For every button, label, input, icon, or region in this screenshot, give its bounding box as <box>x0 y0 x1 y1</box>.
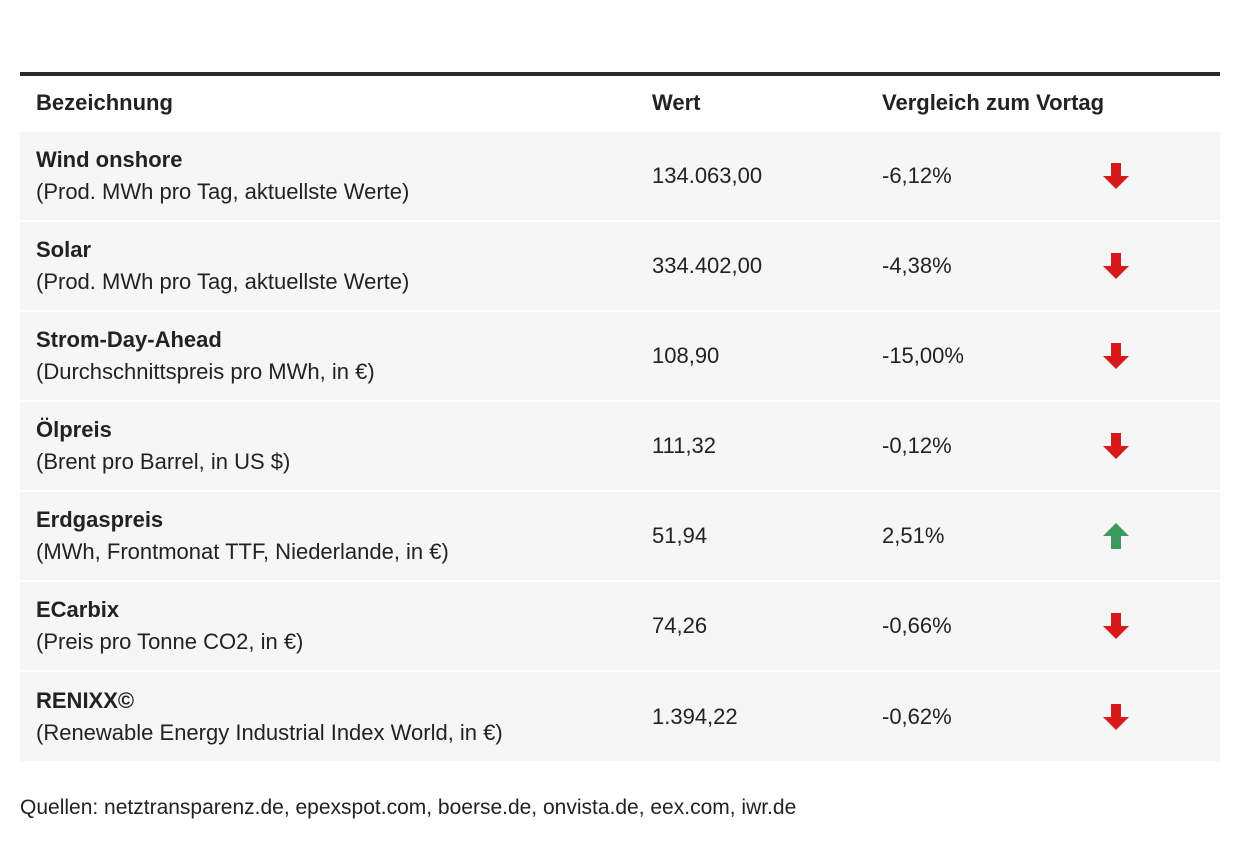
table-row: RENIXX© (Renewable Energy Industrial Inde… <box>20 670 1221 761</box>
cell-change: -0,12% <box>866 400 1062 491</box>
cell-change: 2,51% <box>866 490 1062 581</box>
row-title: ECarbix <box>36 597 120 622</box>
cell-name: Solar (Prod. MWh pro Tag, aktuellste Wert… <box>20 220 636 311</box>
column-header-change: Vergleich zum Vortag <box>882 90 1105 115</box>
cell-name: Strom-Day-Ahead (Durchschnittspreis pro M… <box>20 310 636 401</box>
table-row: Strom-Day-Ahead (Durchschnittspreis pro M… <box>20 310 1221 401</box>
cell-name: Wind onshore (Prod. MWh pro Tag, aktuells… <box>20 130 636 221</box>
source-note: Quellen: netztransparenz.de, epexspot.co… <box>20 796 797 819</box>
cell-change: -15,00% <box>866 310 1062 401</box>
cell-value: 108,90 <box>636 310 866 401</box>
cell-change: -4,38% <box>866 220 1062 311</box>
arrow-down-icon <box>1103 163 1129 189</box>
arrow-up-icon <box>1103 523 1129 549</box>
cell-trend <box>1062 670 1221 761</box>
cell-value: 134.063,00 <box>636 130 866 221</box>
row-title: RENIXX© <box>36 687 135 713</box>
row-title: Erdgaspreis <box>36 507 164 532</box>
data-table: Bezeichnung Wert Vergleich zum Vortag Wi… <box>20 76 1221 761</box>
row-title: Ölpreis <box>36 417 112 442</box>
row-detail: (Renewable Energy Industrial Index World… <box>36 719 503 745</box>
arrow-down-icon <box>1103 343 1129 369</box>
row-detail: (Prod. MWh pro Tag, aktuellste Werte) <box>36 269 410 294</box>
column-header-name: Bezeichnung <box>36 90 173 115</box>
cell-value: 1.394,22 <box>636 670 866 761</box>
cell-name: ECarbix (Preis pro Tonne CO2, in €) <box>20 580 636 671</box>
table-row: Solar (Prod. MWh pro Tag, aktuellste Wert… <box>20 220 1221 311</box>
arrow-down-icon <box>1103 613 1129 639</box>
row-detail: (Prod. MWh pro Tag, aktuellste Werte) <box>36 179 410 204</box>
cell-trend <box>1062 310 1221 401</box>
top-rule <box>20 72 1220 76</box>
cell-change: -6,12% <box>866 130 1062 221</box>
table-row: Wind onshore (Prod. MWh pro Tag, aktuells… <box>20 130 1221 221</box>
cell-trend <box>1062 400 1221 491</box>
column-header-value: Wert <box>652 90 701 115</box>
arrow-down-icon <box>1103 253 1129 279</box>
table-header-row: Bezeichnung Wert Vergleich zum Vortag <box>20 76 1220 131</box>
cell-value: 51,94 <box>636 490 866 581</box>
row-title: Solar <box>36 237 92 262</box>
row-title: Wind onshore <box>36 147 183 172</box>
cell-name: RENIXX© (Renewable Energy Industrial Inde… <box>20 670 636 761</box>
cell-trend <box>1062 220 1221 311</box>
row-detail: (Durchschnittspreis pro MWh, in €) <box>36 359 375 384</box>
row-detail: (MWh, Frontmonat TTF, Niederlande, in €) <box>36 539 449 564</box>
arrow-down-icon <box>1103 703 1129 730</box>
cell-trend <box>1062 490 1221 581</box>
cell-value: 74,26 <box>636 580 866 671</box>
row-detail: (Brent pro Barrel, in US $) <box>36 449 291 474</box>
row-title: Strom-Day-Ahead <box>36 327 222 352</box>
cell-change: -0,62% <box>866 670 1062 761</box>
cell-trend <box>1062 580 1221 671</box>
cell-value: 111,32 <box>636 400 866 491</box>
table-body: Wind onshore (Prod. MWh pro Tag, aktuells… <box>20 130 1221 761</box>
cell-trend <box>1062 130 1221 221</box>
cell-change: -0,66% <box>866 580 1062 671</box>
table-row: Ölpreis (Brent pro Barrel, in US $) 111,32… <box>20 400 1221 491</box>
cell-value: 334.402,00 <box>636 220 866 311</box>
table-row: Erdgaspreis (MWh, Frontmonat TTF, Niederl… <box>20 490 1221 581</box>
row-detail: (Preis pro Tonne CO2, in €) <box>36 629 304 654</box>
arrow-down-icon <box>1103 433 1129 459</box>
table-row: ECarbix (Preis pro Tonne CO2, in €) 74,26-… <box>20 580 1221 671</box>
data-table-container: Bezeichnung Wert Vergleich zum Vortag Wi… <box>20 72 1221 761</box>
cell-name: Erdgaspreis (MWh, Frontmonat TTF, Niederl… <box>20 490 636 581</box>
cell-name: Ölpreis (Brent pro Barrel, in US $) <box>20 400 636 491</box>
